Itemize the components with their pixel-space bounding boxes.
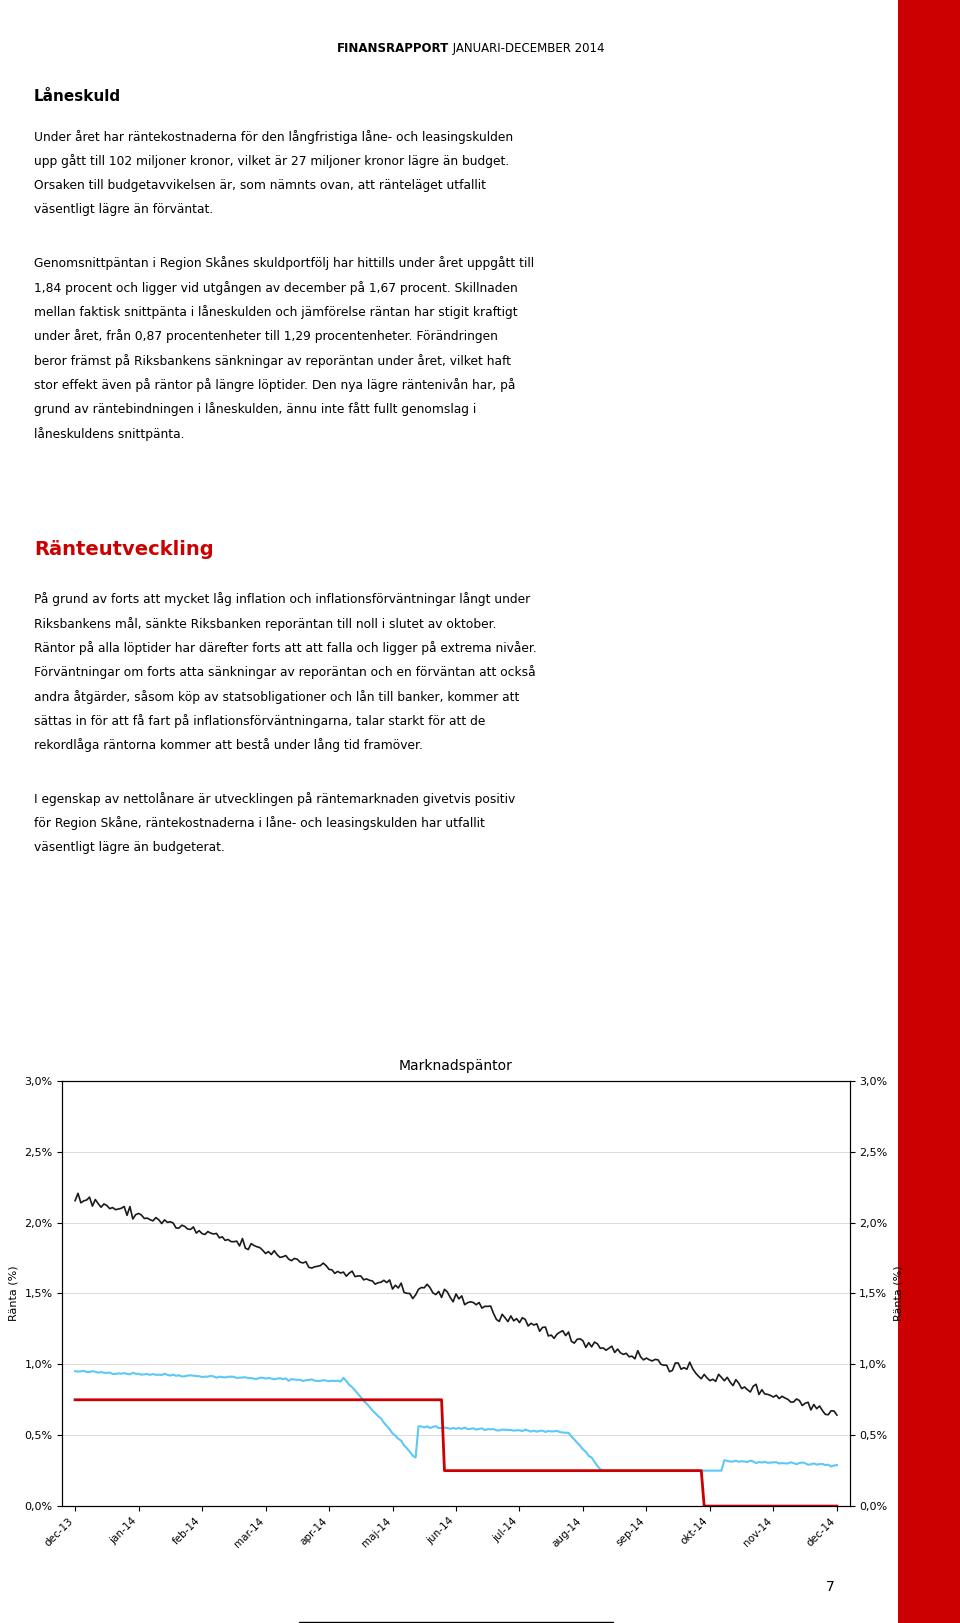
Text: JANUARI-DECEMBER 2014: JANUARI-DECEMBER 2014 (449, 42, 604, 55)
Text: Riksbankens mål, sänkte Riksbanken reporäntan till noll i slutet av oktober.: Riksbankens mål, sänkte Riksbanken repor… (35, 617, 496, 631)
Text: Ränteutveckling: Ränteutveckling (35, 540, 214, 560)
Text: under året, från 0,87 procentenheter till 1,29 procentenheter. Förändringen: under året, från 0,87 procentenheter til… (35, 329, 498, 344)
Text: väsentligt lägre än budgeterat.: väsentligt lägre än budgeterat. (35, 841, 225, 854)
Text: rekordlåga räntorna kommer att bestå under lång tid framöver.: rekordlåga räntorna kommer att bestå und… (35, 738, 423, 753)
Text: för Region Skåne, räntekostnaderna i låne- och leasingskulden har utfallit: för Region Skåne, räntekostnaderna i lån… (35, 816, 485, 831)
Text: Låneskuld: Låneskuld (35, 89, 121, 104)
Text: Under året har räntekostnaderna för den långfristiga låne- och leasingskulden: Under året har räntekostnaderna för den … (35, 130, 514, 144)
Text: väsentligt lägre än förväntat.: väsentligt lägre än förväntat. (35, 203, 213, 216)
Text: beror främst på Riksbankens sänkningar av reporäntan under året, vilket haft: beror främst på Riksbankens sänkningar a… (35, 354, 511, 368)
Text: På grund av forts att mycket låg inflation och inflationsförväntningar långt und: På grund av forts att mycket låg inflati… (35, 592, 530, 607)
Text: 1,84 procent och ligger vid utgången av december på 1,67 procent. Skillnaden: 1,84 procent och ligger vid utgången av … (35, 281, 517, 295)
Text: stor effekt även på räntor på längre löptider. Den nya lägre räntenivån har, på: stor effekt även på räntor på längre löp… (35, 378, 516, 393)
Y-axis label: Ränta (%): Ränta (%) (893, 1266, 903, 1321)
Text: Genomsnittрäntan i Region Skånes skuldportfölj har hittills under året uppgått t: Genomsnittрäntan i Region Skånes skuldpo… (35, 256, 534, 271)
Text: sättas in för att få fart på inflationsförväntningarna, talar starkt för att de: sättas in för att få fart på inflationsf… (35, 714, 486, 729)
Text: I egenskap av nettolånare är utvecklingen på räntemarknaden givetvis positiv: I egenskap av nettolånare är utvecklinge… (35, 792, 516, 807)
Text: Orsaken till budgetavvikelsen är, som nämnts ovan, att ränteläget utfallit: Orsaken till budgetavvikelsen är, som nä… (35, 179, 486, 192)
Text: låneskuldens snittрänta.: låneskuldens snittрänta. (35, 427, 184, 441)
Text: andra åtgärder, såsom köp av statsobligationer och lån till banker, kommer att: andra åtgärder, såsom köp av statsobliga… (35, 690, 519, 704)
Title: Marknadsрäntor: Marknadsрäntor (399, 1058, 513, 1073)
Y-axis label: Ränta (%): Ränta (%) (9, 1266, 19, 1321)
Text: Räntor på alla löptider har därefter forts att att falla och ligger på extrema n: Räntor på alla löptider har därefter for… (35, 641, 537, 656)
Text: FINANSRAPPORT: FINANSRAPPORT (337, 42, 449, 55)
Text: mellan faktisk snittрänta i låneskulden och jämförelse räntan har stigit kraftig: mellan faktisk snittрänta i låneskulden … (35, 305, 517, 320)
Text: 7: 7 (826, 1579, 835, 1594)
Text: Förväntningar om forts atta sänkningar av reporäntan och en förväntan att också: Förväntningar om forts atta sänkningar a… (35, 665, 536, 680)
Text: grund av räntebindningen i låneskulden, ännu inte fått fullt genomslag i: grund av räntebindningen i låneskulden, … (35, 403, 476, 417)
Text: upp gått till 102 miljoner kronor, vilket är 27 miljoner kronor lägre än budget.: upp gått till 102 miljoner kronor, vilke… (35, 154, 510, 169)
